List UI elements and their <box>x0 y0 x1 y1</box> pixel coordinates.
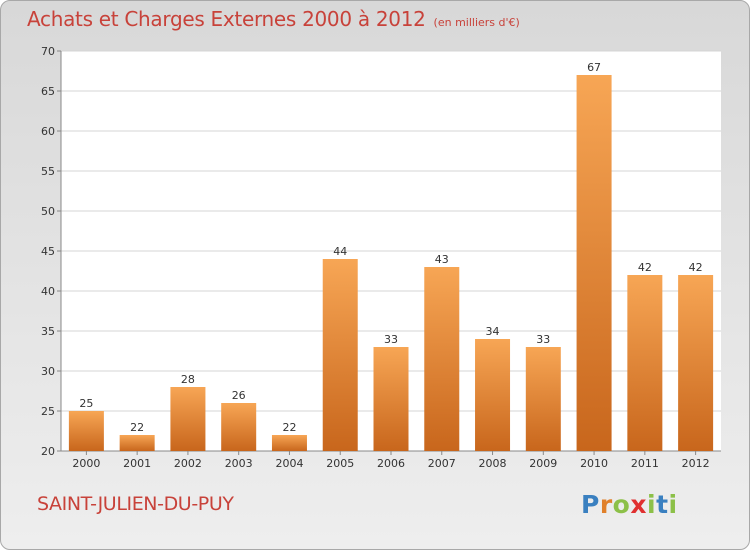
bar <box>373 347 409 451</box>
bar-data-label: 33 <box>536 333 550 346</box>
y-tick-label: 50 <box>41 205 55 218</box>
bar-data-label: 44 <box>333 245 347 258</box>
logo-letter: t <box>656 490 669 519</box>
bar-data-label: 25 <box>79 397 93 410</box>
bar <box>119 435 155 451</box>
bar <box>170 387 206 451</box>
bar <box>525 347 561 451</box>
bar-data-label: 67 <box>587 61 601 74</box>
logo-letter: i <box>668 490 678 519</box>
x-tick-label: 2007 <box>428 457 456 470</box>
logo-letter: r <box>599 490 613 519</box>
bar-data-label: 22 <box>282 421 296 434</box>
logo-letter: i <box>647 490 657 519</box>
bar <box>678 275 714 451</box>
chart-title-text: Achats et Charges Externes 2000 à 2012 <box>27 7 426 31</box>
commune-name: SAINT-JULIEN-DU-PUY <box>37 493 234 515</box>
bar <box>475 339 511 451</box>
bar <box>68 411 104 451</box>
y-tick-label: 25 <box>41 405 55 418</box>
x-tick-label: 2006 <box>377 457 405 470</box>
bar-data-label: 42 <box>638 261 652 274</box>
x-tick-label: 2002 <box>174 457 202 470</box>
x-tick-label: 2010 <box>580 457 608 470</box>
bar <box>424 267 460 451</box>
x-tick-label: 2003 <box>225 457 253 470</box>
y-tick-label: 45 <box>41 245 55 258</box>
y-tick-label: 35 <box>41 325 55 338</box>
x-tick-label: 2000 <box>72 457 100 470</box>
logo-letter: o <box>612 490 631 519</box>
bar <box>627 275 663 451</box>
x-tick-label: 2012 <box>682 457 710 470</box>
logo-letter: P <box>581 490 600 519</box>
bar <box>576 75 612 451</box>
proxiti-logo: Proxiti <box>581 490 678 519</box>
bar <box>322 259 358 451</box>
chart-subtitle: (en milliers d'€) <box>433 16 520 29</box>
y-tick-label: 60 <box>41 125 55 138</box>
y-tick-label: 20 <box>41 445 55 458</box>
bar-data-label: 43 <box>435 253 449 266</box>
x-tick-label: 2011 <box>631 457 659 470</box>
bar-data-label: 42 <box>689 261 703 274</box>
x-tick-label: 2009 <box>529 457 557 470</box>
bar <box>271 435 307 451</box>
bar-data-label: 34 <box>486 325 500 338</box>
x-tick-label: 2008 <box>479 457 507 470</box>
bar-data-label: 33 <box>384 333 398 346</box>
x-tick-label: 2001 <box>123 457 151 470</box>
bar-data-label: 26 <box>232 389 246 402</box>
bar <box>221 403 257 451</box>
bar-data-label: 22 <box>130 421 144 434</box>
bar-data-label: 28 <box>181 373 195 386</box>
y-tick-label: 70 <box>41 45 55 58</box>
x-tick-label: 2004 <box>275 457 303 470</box>
y-tick-label: 40 <box>41 285 55 298</box>
chart-title: Achats et Charges Externes 2000 à 2012 (e… <box>27 7 520 31</box>
y-tick-label: 55 <box>41 165 55 178</box>
y-tick-label: 65 <box>41 85 55 98</box>
logo-letter: x <box>630 490 647 519</box>
x-tick-label: 2005 <box>326 457 354 470</box>
y-tick-label: 30 <box>41 365 55 378</box>
